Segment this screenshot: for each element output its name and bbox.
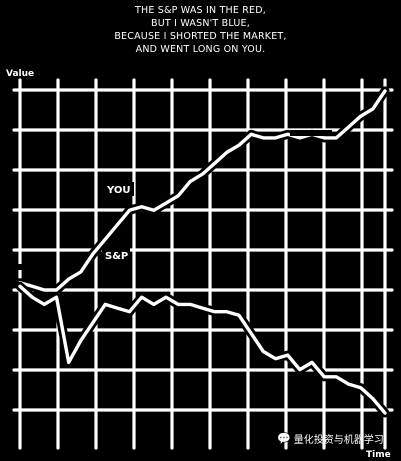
data-point: [286, 133, 289, 136]
data-point: [140, 205, 143, 208]
data-point: [335, 376, 338, 378]
data-point: [153, 303, 155, 306]
data-point: [250, 332, 252, 335]
data-point: [201, 173, 204, 175]
line-notch: [16, 264, 52, 270]
data-point: [55, 289, 58, 291]
data-point: [311, 361, 313, 364]
series-labels: YOU S&P: [16, 130, 332, 270]
series-line-you: [18, 89, 387, 292]
data-point: [226, 310, 228, 313]
data-point: [177, 303, 179, 306]
data-point: [128, 310, 131, 313]
data-point: [128, 209, 131, 212]
series-label-you: YOU: [106, 185, 131, 196]
data-point: [165, 296, 167, 299]
series-line-casing: [15, 86, 390, 295]
data-point: [274, 357, 277, 360]
data-point: [43, 303, 46, 306]
data-point: [153, 209, 155, 212]
data-point: [384, 412, 386, 414]
data-point: [213, 162, 216, 165]
data-point: [104, 238, 106, 241]
data-point: [323, 376, 326, 378]
data-point: [140, 296, 143, 299]
series-layer: [15, 86, 390, 418]
watermark: 💬 量化投资与机器学习: [277, 431, 384, 446]
caption-line-2: BUT I WASN'T BLUE,: [151, 18, 250, 29]
data-point: [31, 285, 33, 288]
data-point: [201, 307, 204, 309]
series-label-box: [104, 182, 134, 196]
data-point: [116, 224, 119, 226]
watermark-text: 量化投资与机器学习: [293, 435, 384, 446]
data-point: [19, 285, 21, 288]
data-point: [359, 386, 362, 389]
data-point: [189, 303, 192, 306]
data-point: [274, 137, 277, 139]
data-point: [67, 278, 70, 280]
chart-caption: THE S&P WAS IN THE RED, BUT I WASN'T BLU…: [0, 4, 401, 56]
data-point: [177, 195, 179, 197]
data-point: [116, 307, 119, 309]
data-point: [165, 202, 167, 204]
data-point: [250, 133, 252, 136]
data-point: [226, 151, 228, 154]
data-point: [92, 321, 94, 324]
data-point: [359, 115, 362, 117]
caption-line-1: THE S&P WAS IN THE RED,: [134, 5, 266, 16]
data-point: [262, 137, 265, 139]
data-point: [347, 126, 350, 128]
data-point: [238, 314, 240, 317]
data-point: [299, 368, 301, 371]
data-point: [372, 108, 374, 110]
data-point: [238, 144, 240, 146]
data-point: [299, 137, 301, 139]
data-point: [67, 361, 70, 364]
data-point: [80, 271, 82, 273]
data-point: [335, 137, 338, 139]
data-point: [372, 397, 374, 400]
series-label-sp: S&P: [105, 251, 128, 262]
caption-line-4: AND WENT LONG ON YOU.: [135, 44, 266, 55]
data-point: [31, 296, 33, 299]
wechat-icon: 💬: [277, 432, 291, 445]
data-point: [55, 296, 58, 299]
series-label-box: [102, 248, 130, 262]
data-point: [323, 137, 326, 139]
y-axis-label: Value: [6, 69, 34, 79]
line-notch: [290, 130, 332, 136]
data-point: [43, 289, 46, 291]
x-axis-label: Time: [366, 450, 391, 460]
data-point: [92, 253, 94, 255]
data-point: [384, 90, 386, 92]
data-point: [80, 339, 82, 342]
data-point: [104, 303, 106, 306]
data-point: [347, 383, 350, 385]
caption-line-3: BECAUSE I SHORTED THE MARKET,: [114, 31, 287, 42]
data-point: [213, 310, 216, 313]
data-point: [262, 350, 265, 353]
data-point: [286, 354, 289, 356]
data-point: [189, 180, 192, 183]
